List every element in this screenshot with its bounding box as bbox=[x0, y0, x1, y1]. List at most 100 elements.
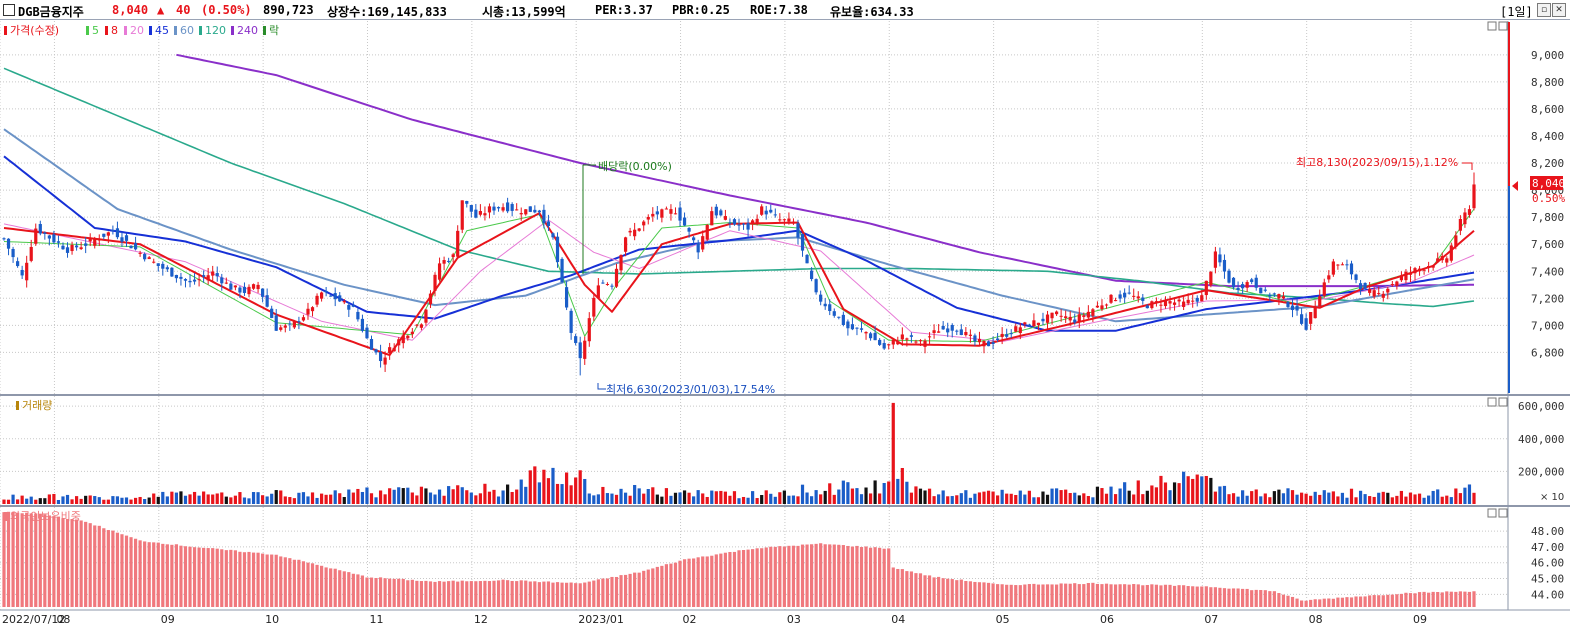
foreign-bar bbox=[515, 581, 519, 607]
foreign-bar bbox=[211, 548, 215, 607]
volume-bar bbox=[129, 499, 133, 504]
candle-body bbox=[1449, 245, 1453, 261]
volume-bar bbox=[106, 499, 110, 504]
candle-body bbox=[1349, 263, 1354, 275]
volume-bar bbox=[1309, 495, 1313, 504]
volume-bar bbox=[868, 493, 873, 504]
volume-bar bbox=[197, 495, 201, 504]
candle-body bbox=[859, 328, 864, 330]
candle-body bbox=[909, 335, 914, 337]
foreign-bar bbox=[528, 581, 532, 607]
foreign-bar bbox=[397, 578, 401, 607]
volume-bar bbox=[864, 487, 868, 504]
foreign-bar bbox=[651, 568, 655, 607]
candle-body bbox=[38, 224, 42, 234]
foreign-bar bbox=[120, 534, 124, 607]
candle-body bbox=[247, 286, 251, 295]
volume-bar bbox=[705, 496, 709, 504]
volume-bar bbox=[1372, 496, 1376, 504]
volume-bar bbox=[1141, 494, 1145, 504]
foreign-bar bbox=[601, 578, 605, 607]
candle-body bbox=[388, 347, 392, 354]
volume-bar bbox=[542, 469, 546, 504]
candle-body bbox=[29, 246, 33, 261]
volume-bar bbox=[274, 490, 278, 504]
volume-bar bbox=[1091, 497, 1095, 504]
foreign-bar bbox=[1440, 592, 1444, 607]
candle-body bbox=[197, 279, 201, 281]
candle-body bbox=[474, 209, 478, 218]
foreign-bar bbox=[415, 580, 419, 607]
candle-body bbox=[1313, 306, 1317, 319]
candle-body bbox=[791, 221, 796, 224]
foreign-bar bbox=[97, 525, 101, 607]
volume-bar bbox=[1259, 496, 1263, 504]
legend-ma20: 20 bbox=[130, 24, 144, 37]
volume-bar bbox=[1204, 475, 1208, 504]
candle-body bbox=[719, 210, 723, 216]
candle-body bbox=[1163, 299, 1168, 307]
volume-bar bbox=[478, 493, 482, 504]
foreign-bar bbox=[1322, 598, 1326, 607]
foreign-bar bbox=[982, 582, 986, 607]
candle-body bbox=[1254, 277, 1258, 288]
candle-body bbox=[1159, 304, 1163, 306]
foreign-bar bbox=[1354, 596, 1358, 607]
candle-body bbox=[823, 303, 827, 307]
restore-icon[interactable]: ▫ bbox=[1537, 3, 1551, 17]
foreign-bar bbox=[1281, 594, 1286, 607]
foreign-bar bbox=[905, 571, 909, 607]
candle-body bbox=[65, 247, 70, 253]
candle-body bbox=[288, 323, 292, 325]
foreign-bar bbox=[719, 553, 723, 607]
volume-bar bbox=[261, 495, 265, 504]
candle-body bbox=[1263, 289, 1267, 291]
foreign-bar bbox=[61, 518, 65, 607]
volume-bar bbox=[288, 497, 292, 504]
volume-bar bbox=[628, 495, 632, 504]
foreign-bar bbox=[1263, 590, 1267, 607]
volume-bar bbox=[791, 495, 796, 504]
foreign-bar bbox=[1390, 594, 1394, 607]
x-tick-label: 04 bbox=[891, 613, 905, 626]
foreign-bar bbox=[188, 546, 192, 607]
volume-bar bbox=[211, 494, 215, 504]
candle-body bbox=[515, 209, 519, 211]
volume-bar bbox=[152, 493, 156, 504]
volume-bar bbox=[192, 491, 197, 504]
panel-buttons[interactable] bbox=[1487, 21, 1508, 518]
select-checkbox[interactable] bbox=[3, 4, 15, 16]
foreign-bar bbox=[25, 512, 29, 607]
foreign-bar bbox=[760, 548, 764, 607]
foreign-bar bbox=[93, 525, 97, 607]
foreign-bar bbox=[1368, 595, 1372, 607]
high-label: 최고8,130(2023/09/15),1.12% bbox=[1296, 156, 1458, 169]
volume-bar bbox=[701, 493, 705, 504]
volume-bar bbox=[61, 496, 65, 504]
volume-bar bbox=[378, 490, 383, 504]
foreign-tick-label: 48.00 bbox=[1531, 525, 1564, 538]
legend-volume: 거래량 bbox=[22, 399, 52, 412]
volume-bar bbox=[465, 490, 469, 504]
volume-bar bbox=[1281, 493, 1286, 504]
candle-body bbox=[338, 295, 342, 302]
foreign-bar bbox=[1182, 585, 1186, 607]
candle-body bbox=[533, 209, 537, 213]
candle-body bbox=[456, 230, 460, 257]
volume-bar bbox=[25, 498, 29, 504]
volume-bar bbox=[97, 497, 101, 504]
period-label[interactable]: [1일] bbox=[1500, 5, 1533, 19]
close-icon[interactable]: ✕ bbox=[1552, 3, 1566, 17]
candle-body bbox=[2, 238, 6, 240]
price-legend: 가격(수정) 5 8 20 45 60 120 240 락 bbox=[4, 24, 279, 37]
foreign-bar bbox=[628, 573, 632, 607]
candle-body bbox=[279, 327, 283, 330]
foreign-bar bbox=[333, 568, 337, 607]
x-tick-label: 08 bbox=[56, 613, 70, 626]
foreign-bar bbox=[487, 581, 492, 607]
volume-bar bbox=[1168, 490, 1172, 504]
foreign-bar bbox=[1036, 584, 1041, 607]
foreign-bar bbox=[900, 569, 904, 607]
header-change: 40 bbox=[176, 3, 191, 17]
candle-body bbox=[1236, 287, 1240, 290]
